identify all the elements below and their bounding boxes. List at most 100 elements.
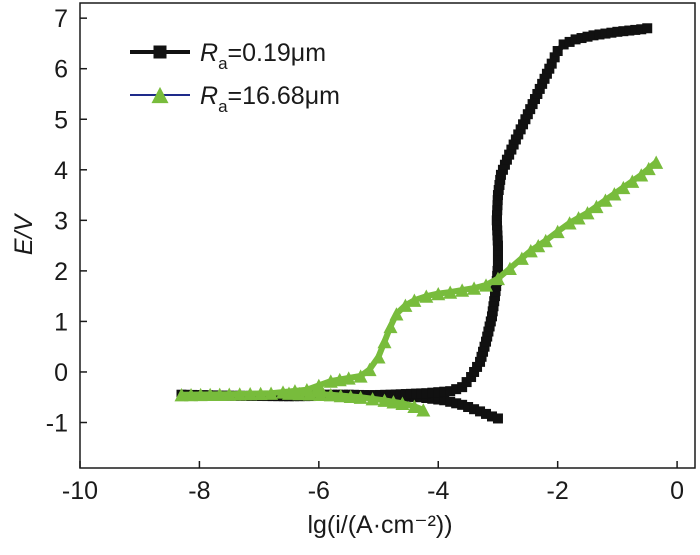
data-point-square [385,389,396,400]
data-point-triangle [232,387,247,401]
data-point-square [485,316,496,327]
data-point-square [630,24,641,35]
data-point-triangle [598,193,613,207]
series-line [178,159,660,398]
data-point-square [488,301,499,312]
data-point-triangle [323,388,338,402]
data-point-triangle [395,396,410,410]
y-tick-label: 6 [54,56,68,84]
data-point-triangle [407,399,422,413]
data-point-square [472,361,483,372]
data-point-square [564,36,575,47]
data-point-triangle [490,271,505,286]
data-point-square [445,396,456,407]
plot-frame [79,2,696,469]
curves-layer [174,23,664,424]
data-point-square [513,129,524,140]
legend-item-0: Ra=0.19μm [130,39,326,73]
data-point-square [504,149,515,160]
data-point-square [479,341,490,352]
data-point-triangle [580,206,595,220]
data-point-square [400,389,411,400]
data-point-square [600,28,611,39]
data-point-triangle [419,289,434,303]
x-tick-label: -2 [547,477,569,505]
data-point-triangle [299,383,314,397]
data-point-square [582,31,593,42]
data-point-square [541,68,552,79]
data-point-triangle [377,334,392,349]
data-point-square [405,388,416,399]
data-point-triangle [455,283,470,297]
data-point-square [421,388,432,399]
series-0-curve [176,23,653,402]
data-point-triangle [389,307,404,321]
x-tick-label: 0 [670,477,684,505]
data-point-triangle [538,233,553,248]
data-point-triangle [362,362,377,377]
data-point-triangle [431,286,446,301]
data-point-square [475,406,486,417]
data-point-triangle [184,387,199,402]
data-point-triangle [264,386,279,400]
data-point-square [492,235,503,246]
data-point-square [489,291,500,302]
data-point-square [491,281,502,292]
data-point-triangle [377,393,392,407]
y-tick-label: 4 [54,157,68,185]
data-point-square [457,382,468,393]
data-point-square [522,109,533,120]
data-point-square [510,134,521,145]
data-point-square [484,321,495,332]
y-axis-title: E/V [10,213,38,256]
data-point-square [529,94,540,105]
data-point-square [515,124,526,135]
data-point-square [483,326,494,337]
data-point-triangle [365,392,380,406]
data-point-square [486,411,497,422]
y-tick-label: 7 [54,5,68,33]
data-point-square [534,83,545,94]
data-point-triangle [386,395,401,409]
legend-label: Ra=16.68μm [200,82,340,116]
data-point-square [482,331,493,342]
data-point-square [588,30,599,41]
data-point-square [492,230,503,241]
legend-label: Ra=0.19μm [200,39,326,73]
data-point-square [445,386,456,397]
data-point-square [492,240,503,251]
data-point-triangle [253,386,268,401]
data-point-triangle [193,387,208,402]
data-point-triangle [151,86,169,104]
data-point-triangle [398,298,413,312]
x-axis-title: lg(i/(A·cm⁻²)) [307,511,452,539]
data-point-square [532,88,543,99]
data-point-square [481,336,492,347]
data-point-triangle [341,371,356,385]
data-point-square [461,377,472,388]
data-point-square [439,395,450,406]
data-point-square [612,26,623,37]
data-point-square [497,164,508,175]
data-point-square [494,179,505,190]
data-point-triangle [502,261,517,276]
data-point-triangle [443,285,458,299]
data-point-triangle [523,244,538,258]
data-point-triangle [625,174,640,188]
data-point-square [492,225,503,236]
legend: Ra=0.19μm Ra=16.68μm [130,39,340,116]
data-point-square [492,250,503,261]
data-point-square [570,34,581,45]
data-point-square [506,144,517,155]
data-point-square [624,25,635,36]
data-point-square [433,387,444,398]
data-point-triangle [607,187,622,201]
data-point-square [549,52,560,63]
data-point-square [416,388,427,399]
data-point-square [492,265,503,276]
data-point-square [546,58,557,69]
data-point-triangle [641,161,656,176]
data-point-square [490,286,501,297]
data-point-triangle [174,388,189,402]
